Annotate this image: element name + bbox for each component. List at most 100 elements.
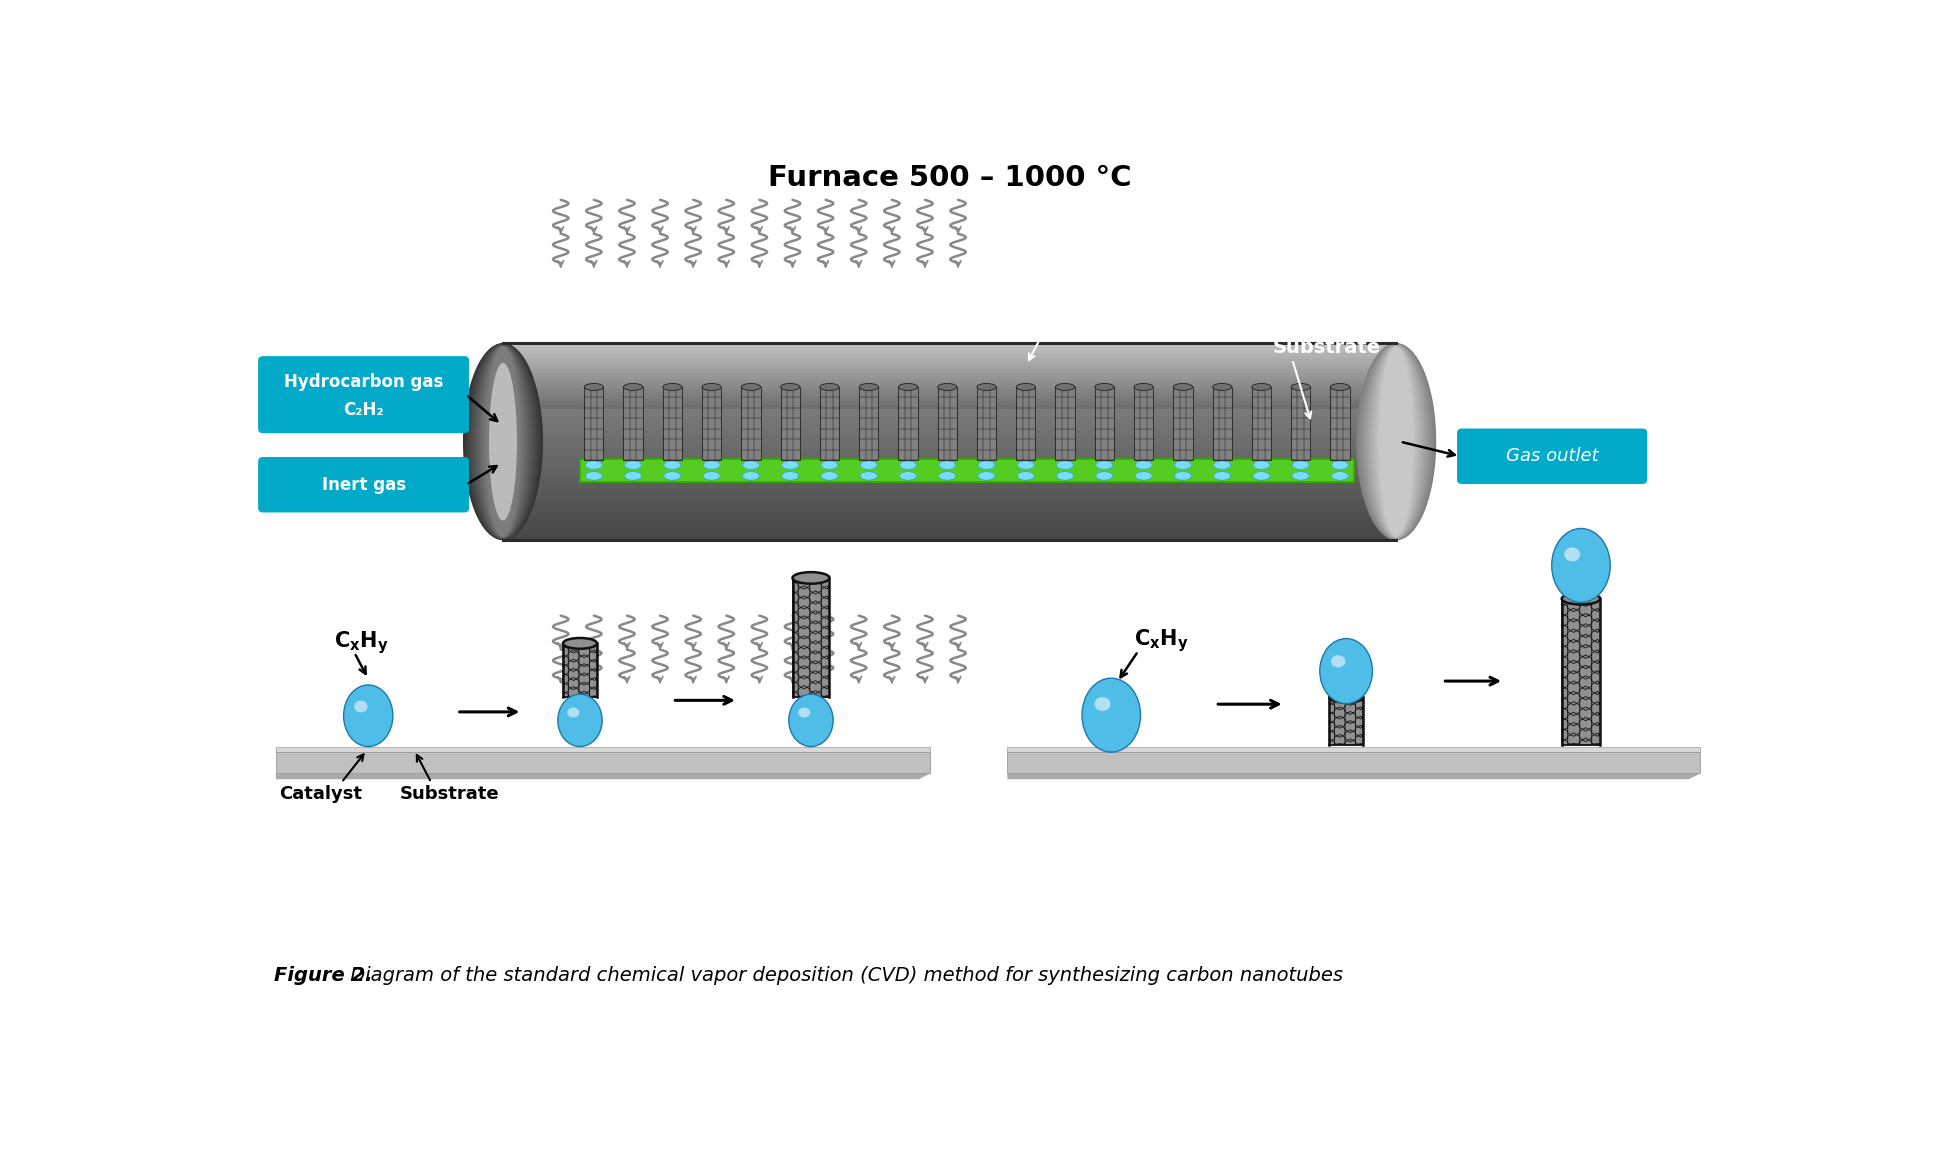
FancyBboxPatch shape: [1456, 429, 1647, 484]
Polygon shape: [1007, 746, 1700, 752]
Ellipse shape: [484, 347, 521, 537]
Polygon shape: [793, 578, 830, 697]
Ellipse shape: [625, 471, 642, 480]
Ellipse shape: [798, 707, 810, 718]
Polygon shape: [937, 387, 956, 460]
Ellipse shape: [474, 344, 531, 538]
Ellipse shape: [978, 471, 996, 480]
Polygon shape: [504, 501, 1396, 505]
Ellipse shape: [1095, 461, 1113, 469]
Polygon shape: [504, 347, 1396, 349]
FancyBboxPatch shape: [258, 356, 468, 433]
Ellipse shape: [664, 384, 681, 391]
Text: CNTs: CNTs: [1019, 308, 1072, 326]
Polygon shape: [1290, 387, 1310, 460]
Ellipse shape: [1366, 344, 1425, 538]
Ellipse shape: [1331, 461, 1349, 469]
Ellipse shape: [822, 461, 837, 469]
Polygon shape: [1173, 387, 1193, 460]
Ellipse shape: [468, 343, 539, 539]
Ellipse shape: [1175, 471, 1191, 480]
Ellipse shape: [1361, 343, 1431, 539]
Polygon shape: [1562, 599, 1601, 745]
Ellipse shape: [463, 343, 543, 540]
Polygon shape: [504, 435, 1396, 438]
Polygon shape: [1212, 387, 1232, 460]
Polygon shape: [504, 363, 1396, 366]
Polygon shape: [504, 521, 1396, 524]
Polygon shape: [504, 366, 1396, 370]
Ellipse shape: [1017, 384, 1035, 391]
Polygon shape: [504, 393, 1396, 395]
Ellipse shape: [820, 384, 839, 391]
Polygon shape: [504, 343, 1396, 347]
Polygon shape: [504, 379, 1396, 382]
Text: $\mathbf{C_xH_y}$: $\mathbf{C_xH_y}$: [1134, 627, 1189, 653]
Ellipse shape: [562, 638, 597, 649]
Ellipse shape: [861, 461, 876, 469]
Ellipse shape: [1175, 461, 1191, 469]
Ellipse shape: [1017, 471, 1035, 480]
Polygon shape: [504, 455, 1396, 458]
Ellipse shape: [742, 384, 761, 391]
Polygon shape: [820, 387, 839, 460]
Polygon shape: [1056, 387, 1076, 460]
Ellipse shape: [781, 384, 800, 391]
Ellipse shape: [472, 344, 533, 539]
Ellipse shape: [664, 471, 681, 480]
Ellipse shape: [900, 471, 917, 480]
Ellipse shape: [1376, 347, 1417, 537]
Ellipse shape: [1253, 471, 1271, 480]
Ellipse shape: [1095, 471, 1113, 480]
Polygon shape: [1007, 752, 1700, 773]
Text: Substrate: Substrate: [400, 785, 500, 803]
Ellipse shape: [488, 363, 517, 521]
Ellipse shape: [558, 695, 601, 746]
Polygon shape: [584, 387, 603, 460]
Ellipse shape: [742, 471, 759, 480]
Text: Substrate: Substrate: [1273, 338, 1382, 357]
Ellipse shape: [1095, 697, 1111, 711]
Polygon shape: [1134, 387, 1154, 460]
Ellipse shape: [568, 707, 580, 718]
Ellipse shape: [1361, 343, 1433, 539]
Ellipse shape: [480, 346, 525, 537]
Ellipse shape: [353, 700, 367, 712]
Polygon shape: [504, 395, 1396, 399]
Polygon shape: [504, 448, 1396, 452]
Ellipse shape: [1368, 344, 1425, 538]
Ellipse shape: [472, 344, 535, 539]
Polygon shape: [504, 517, 1396, 521]
Polygon shape: [504, 482, 1396, 484]
Polygon shape: [504, 412, 1396, 416]
Ellipse shape: [1359, 343, 1435, 540]
Polygon shape: [504, 389, 1396, 393]
Polygon shape: [504, 353, 1396, 356]
Ellipse shape: [1564, 547, 1581, 561]
Polygon shape: [504, 356, 1396, 359]
Polygon shape: [504, 429, 1396, 432]
Ellipse shape: [486, 347, 519, 537]
Polygon shape: [504, 409, 1396, 412]
Ellipse shape: [742, 461, 759, 469]
Ellipse shape: [781, 461, 798, 469]
Ellipse shape: [476, 346, 531, 538]
Polygon shape: [898, 387, 917, 460]
Ellipse shape: [1290, 384, 1310, 391]
Ellipse shape: [1372, 346, 1419, 538]
Ellipse shape: [664, 461, 681, 469]
Ellipse shape: [586, 461, 603, 469]
Ellipse shape: [1362, 344, 1429, 539]
Polygon shape: [504, 441, 1396, 445]
Polygon shape: [703, 387, 722, 460]
Ellipse shape: [939, 471, 956, 480]
Text: Diagram of the standard chemical vapor deposition (CVD) method for synthesizing : Diagram of the standard chemical vapor d…: [344, 967, 1343, 985]
Polygon shape: [1251, 387, 1271, 460]
Polygon shape: [504, 372, 1396, 376]
Ellipse shape: [1095, 384, 1115, 391]
Polygon shape: [504, 471, 1396, 475]
Ellipse shape: [1372, 346, 1421, 538]
Ellipse shape: [1251, 384, 1271, 391]
Ellipse shape: [1376, 347, 1415, 537]
Ellipse shape: [1056, 461, 1074, 469]
